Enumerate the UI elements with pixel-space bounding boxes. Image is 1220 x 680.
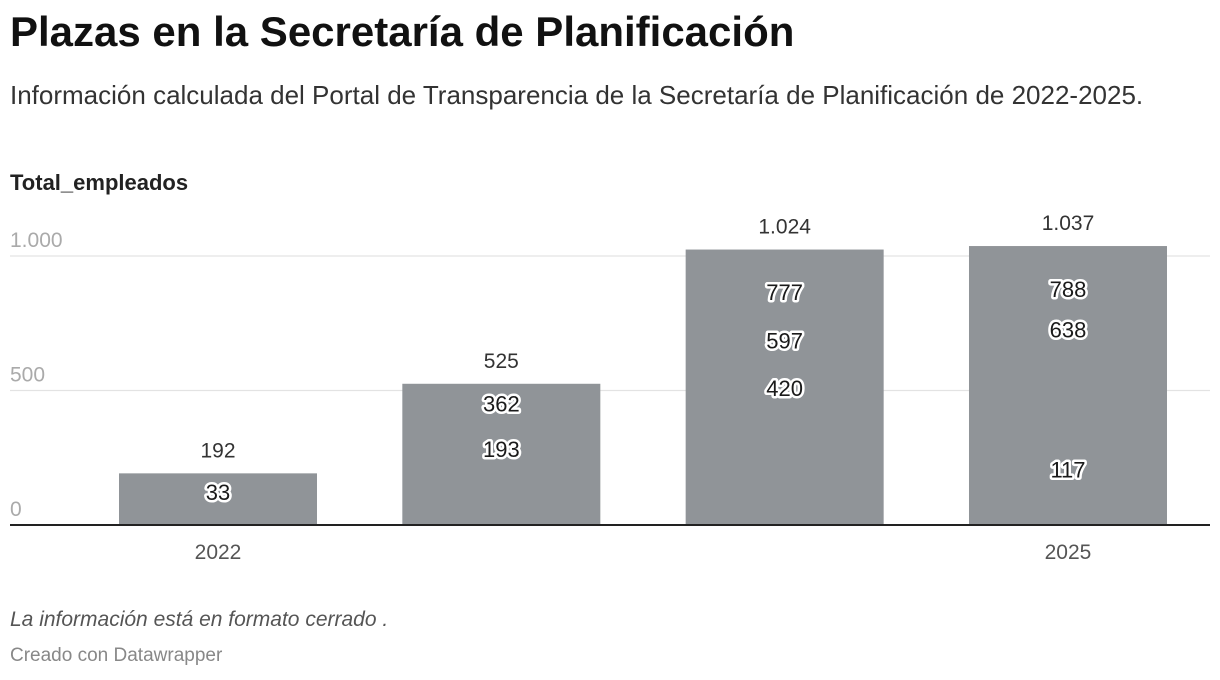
bar — [402, 383, 601, 525]
y-tick-label: 0 — [10, 498, 22, 521]
bar-inner-label: 597 — [766, 328, 803, 353]
bar-value-label: 1.024 — [758, 216, 811, 239]
bar-inner-label: 788 — [1050, 277, 1087, 302]
x-tick-label: 2025 — [1045, 541, 1092, 564]
bar-inner-label: 362 — [483, 392, 520, 417]
bar-chart: 0 500 1.000 192 33 2022 525 362 193 1.024 777 597 42… — [10, 212, 1210, 564]
x-tick-label: 2022 — [195, 541, 242, 564]
y-axis-title: Total_empleados — [10, 170, 189, 195]
footer-note: La información está en formato cerrado . — [10, 608, 389, 631]
bar-inner-label: 117 — [1050, 458, 1085, 483]
bar-value-label: 1.037 — [1042, 212, 1095, 235]
bar — [685, 249, 884, 525]
bar-inner-label: 777 — [766, 280, 803, 305]
bar-inner-label: 33 — [206, 480, 230, 505]
bar — [968, 246, 1167, 525]
y-tick-label: 1.000 — [10, 229, 63, 252]
bar-inner-label: 638 — [1050, 317, 1087, 342]
bar-value-label: 525 — [484, 350, 519, 373]
datawrapper-credit-link[interactable]: Creado con Datawrapper — [10, 645, 223, 666]
bar — [119, 473, 317, 525]
y-tick-label: 500 — [10, 364, 45, 387]
bar-inner-label: 420 — [766, 376, 803, 401]
bar-value-label: 192 — [200, 439, 235, 462]
chart-title: Plazas en la Secretaría de Planificación — [10, 8, 795, 55]
bar-inner-label: 193 — [483, 437, 520, 462]
chart-subtitle: Información calculada del Portal de Tran… — [10, 80, 1144, 110]
